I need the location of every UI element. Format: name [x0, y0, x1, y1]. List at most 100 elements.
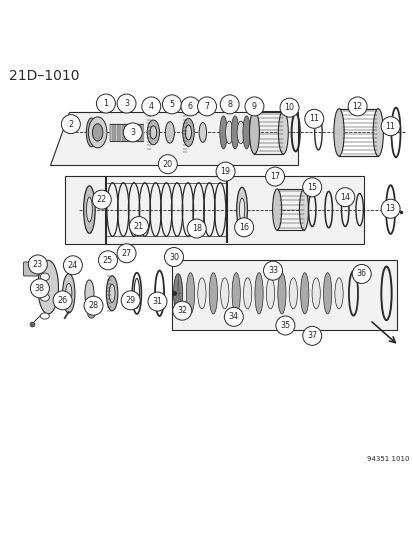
Circle shape [117, 94, 136, 113]
Circle shape [304, 109, 323, 128]
Ellipse shape [277, 273, 285, 314]
Circle shape [279, 98, 298, 117]
Circle shape [28, 255, 47, 274]
Text: 37: 37 [306, 332, 316, 340]
Ellipse shape [237, 121, 244, 144]
Circle shape [63, 256, 82, 274]
Circle shape [263, 261, 282, 280]
Text: 13: 13 [385, 204, 395, 213]
Ellipse shape [62, 274, 75, 313]
Text: 16: 16 [239, 223, 249, 232]
Ellipse shape [185, 125, 191, 140]
Text: 3: 3 [124, 99, 129, 108]
Ellipse shape [220, 278, 228, 309]
Text: 5: 5 [169, 100, 174, 109]
Text: 30: 30 [169, 253, 178, 262]
Circle shape [265, 167, 284, 186]
Ellipse shape [334, 278, 342, 309]
Ellipse shape [323, 273, 331, 314]
Text: 22: 22 [96, 195, 107, 204]
Circle shape [220, 95, 239, 114]
Circle shape [172, 301, 191, 320]
Circle shape [142, 97, 160, 116]
Ellipse shape [109, 284, 115, 302]
Ellipse shape [231, 116, 238, 149]
Text: 8: 8 [227, 100, 232, 109]
Text: 3: 3 [130, 128, 135, 137]
Ellipse shape [40, 313, 49, 319]
Circle shape [216, 162, 235, 181]
Ellipse shape [173, 274, 182, 313]
Text: 20: 20 [162, 160, 173, 168]
Text: 9: 9 [251, 102, 256, 111]
Text: 33: 33 [267, 266, 278, 275]
Ellipse shape [249, 111, 259, 154]
Text: 15: 15 [306, 183, 316, 192]
Ellipse shape [272, 189, 281, 230]
Ellipse shape [40, 273, 49, 280]
Circle shape [180, 97, 199, 116]
Text: 19: 19 [220, 167, 230, 176]
Text: 36: 36 [356, 269, 366, 278]
Ellipse shape [150, 126, 156, 139]
Ellipse shape [300, 273, 308, 314]
Text: 34: 34 [228, 312, 238, 321]
Circle shape [302, 326, 321, 345]
Text: 12: 12 [352, 102, 362, 111]
Ellipse shape [254, 273, 263, 314]
Text: 25: 25 [102, 256, 113, 265]
Text: 23: 23 [33, 260, 43, 269]
Text: 1: 1 [103, 99, 108, 108]
Circle shape [123, 123, 142, 142]
Text: 26: 26 [57, 296, 67, 305]
Polygon shape [64, 176, 363, 244]
Polygon shape [171, 260, 396, 330]
Circle shape [84, 296, 103, 315]
Ellipse shape [278, 111, 287, 154]
Circle shape [187, 219, 206, 238]
Text: 7: 7 [204, 102, 209, 111]
Ellipse shape [86, 197, 92, 222]
Ellipse shape [199, 123, 206, 142]
Text: 94351 1010: 94351 1010 [366, 456, 408, 463]
Circle shape [275, 316, 294, 335]
Text: 2: 2 [68, 119, 73, 128]
Circle shape [98, 251, 117, 270]
Circle shape [380, 117, 399, 136]
Ellipse shape [165, 122, 174, 143]
Circle shape [147, 292, 166, 311]
Circle shape [164, 247, 183, 266]
Circle shape [158, 155, 177, 174]
Text: 6: 6 [188, 102, 192, 111]
Ellipse shape [92, 124, 102, 141]
Ellipse shape [299, 189, 308, 230]
Ellipse shape [182, 118, 194, 147]
Text: 27: 27 [121, 249, 131, 258]
Text: 32: 32 [177, 306, 187, 315]
Ellipse shape [197, 278, 206, 309]
Circle shape [302, 178, 321, 197]
Circle shape [96, 94, 115, 113]
Ellipse shape [106, 276, 118, 311]
Ellipse shape [333, 109, 343, 156]
Ellipse shape [236, 187, 247, 232]
Text: 17: 17 [269, 172, 280, 181]
Ellipse shape [372, 109, 382, 156]
Text: 18: 18 [191, 224, 201, 233]
Circle shape [53, 291, 72, 310]
Text: 31: 31 [152, 297, 162, 306]
Circle shape [30, 279, 49, 298]
FancyBboxPatch shape [23, 262, 38, 276]
Circle shape [92, 190, 111, 209]
Ellipse shape [186, 273, 194, 314]
Ellipse shape [38, 260, 58, 314]
Ellipse shape [289, 278, 297, 309]
Ellipse shape [83, 186, 95, 233]
Text: 38: 38 [35, 284, 45, 293]
Circle shape [117, 244, 136, 263]
Ellipse shape [88, 310, 95, 318]
Text: 35: 35 [280, 321, 290, 330]
Text: 21D–1010: 21D–1010 [9, 69, 79, 83]
Text: 4: 4 [148, 102, 153, 111]
Circle shape [224, 308, 243, 326]
